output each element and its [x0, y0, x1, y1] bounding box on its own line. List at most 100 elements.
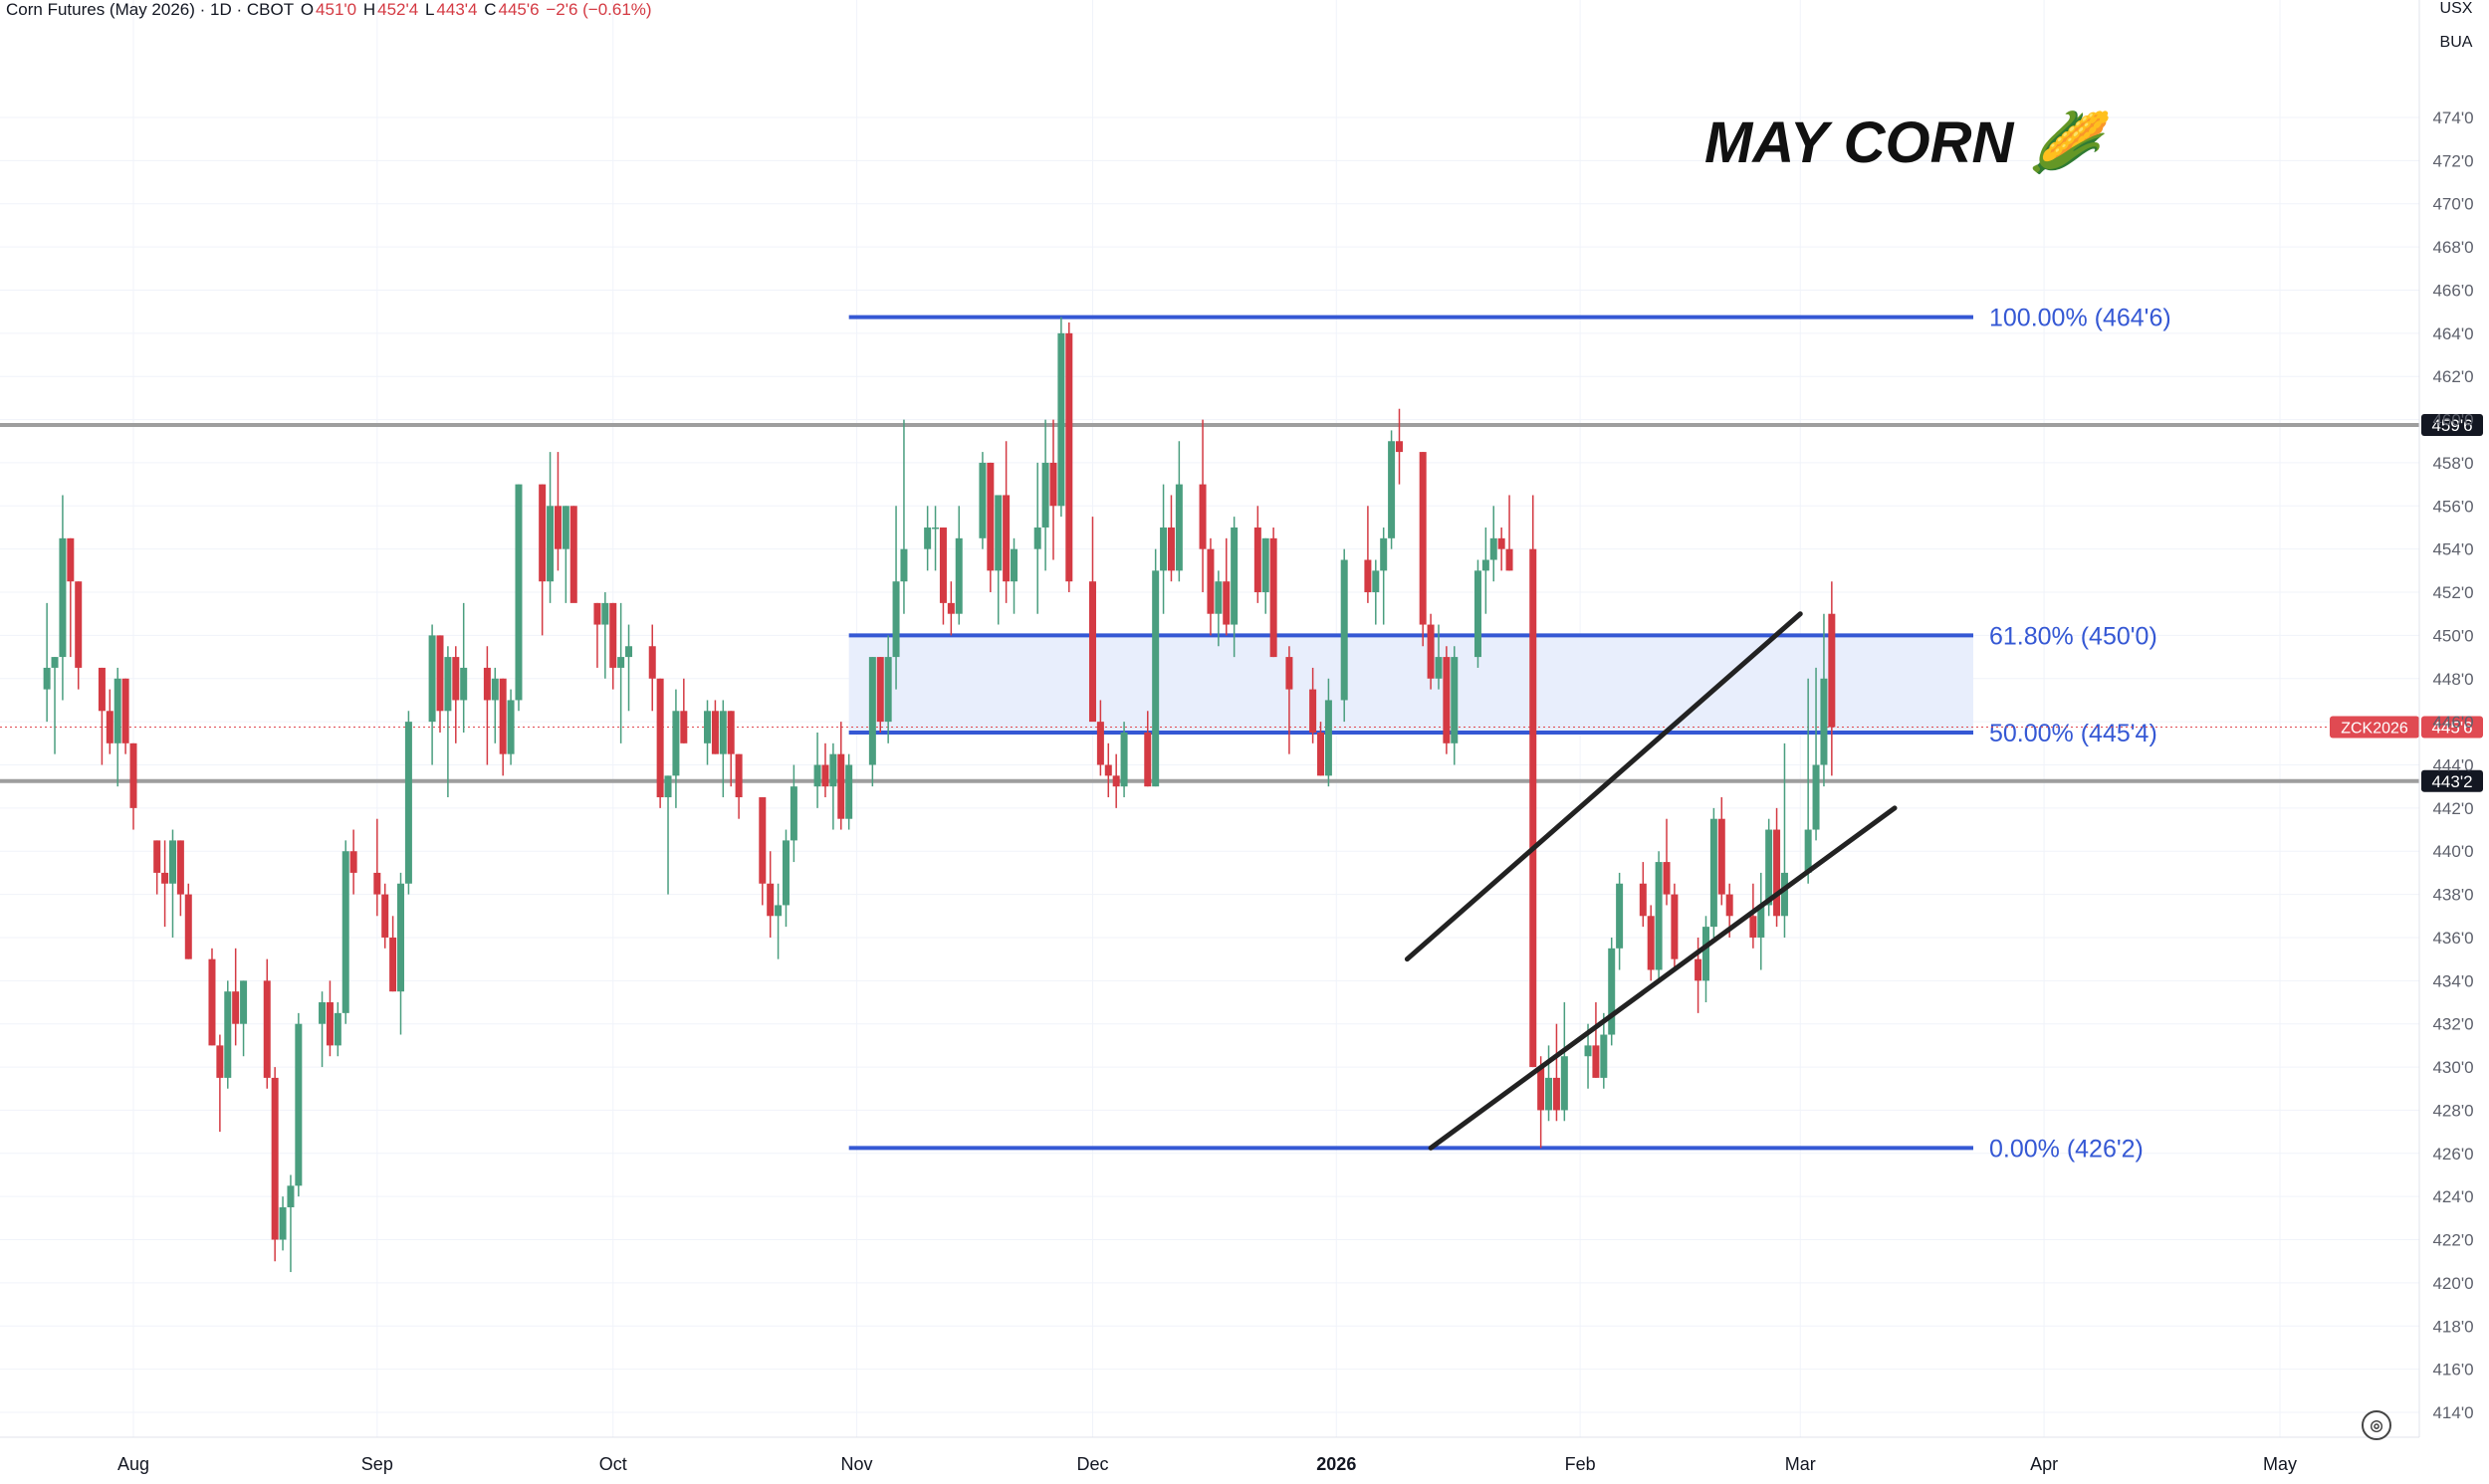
candle-body — [1505, 548, 1513, 571]
candle-body — [373, 872, 381, 895]
candle-body — [507, 700, 515, 754]
time-tick-label: Sep — [361, 1454, 393, 1474]
candle-body — [1655, 862, 1663, 970]
candle-body — [955, 537, 963, 614]
candle — [499, 678, 507, 776]
candle — [987, 462, 995, 593]
candle — [184, 883, 192, 959]
currency-selector[interactable]: USX — [2439, 0, 2473, 17]
price-tick-label: 440'0 — [2432, 842, 2473, 861]
tradingview-logo-icon[interactable]: ◎ — [2362, 1410, 2391, 1440]
candle — [1324, 678, 1332, 787]
candle — [1223, 537, 1231, 636]
candle-body — [767, 883, 775, 917]
candle — [1199, 419, 1207, 593]
candle-body — [224, 991, 232, 1078]
candle-body — [932, 527, 940, 530]
candle — [75, 581, 83, 690]
candle — [1033, 462, 1041, 614]
candle — [947, 581, 955, 636]
time-tick-label: Mar — [1785, 1454, 1816, 1474]
candle — [349, 829, 357, 895]
candle-body — [444, 657, 452, 712]
candle-body — [1725, 894, 1733, 917]
candle-body — [129, 742, 137, 808]
candle-body — [515, 484, 523, 701]
price-tick-label: 438'0 — [2432, 886, 2473, 905]
candle-body — [1765, 829, 1773, 906]
candle — [876, 657, 884, 733]
unit-selector[interactable]: BUA — [2439, 34, 2473, 51]
candle — [161, 840, 169, 928]
candle — [216, 1034, 224, 1133]
horizontal-level-label: 459'6 — [2431, 416, 2472, 435]
symbol-tag — [2330, 716, 2419, 739]
candle-body — [1812, 764, 1820, 830]
candle — [271, 1067, 279, 1262]
candle-body — [67, 537, 75, 582]
candle — [759, 797, 767, 906]
candle-body — [1663, 862, 1671, 895]
candle — [680, 678, 688, 743]
price-tick-label: 414'0 — [2432, 1403, 2473, 1422]
low-value: 443'4 — [436, 0, 478, 19]
candle — [319, 991, 327, 1068]
candle — [397, 872, 405, 1035]
candle-body — [1340, 559, 1348, 701]
candle — [1041, 419, 1049, 571]
candle-body — [1144, 732, 1152, 787]
candle — [1757, 872, 1765, 970]
candle-body — [1560, 1056, 1568, 1111]
candle-body — [98, 667, 106, 712]
candle-body — [326, 1002, 334, 1046]
candle-body — [176, 840, 184, 895]
candle-body — [539, 484, 547, 582]
candle-body — [979, 462, 987, 538]
time-tick-label: Oct — [599, 1454, 627, 1474]
candle — [821, 742, 829, 798]
close-label: C — [484, 0, 497, 19]
price-tick-label: 452'0 — [2432, 583, 2473, 602]
candle-body — [1253, 527, 1261, 593]
symbol-title[interactable]: Corn Futures (May 2026) · 1D · CBOT — [6, 0, 295, 19]
candle-body — [1639, 883, 1647, 917]
candle — [224, 980, 232, 1089]
candle — [1560, 1002, 1568, 1122]
candle — [381, 883, 389, 949]
candle-body — [1828, 613, 1836, 728]
candle — [373, 818, 381, 917]
candle-body — [987, 462, 995, 571]
candle — [1443, 646, 1451, 754]
candle — [263, 958, 271, 1089]
candle — [1655, 851, 1663, 981]
price-tick-label: 460'0 — [2432, 411, 2473, 430]
candle-body — [664, 775, 672, 798]
candle — [1473, 559, 1481, 668]
candle — [1616, 872, 1624, 970]
candle-body — [263, 980, 271, 1078]
candle-body — [295, 1023, 303, 1186]
price-tick-label: 472'0 — [2432, 151, 2473, 170]
price-tick-label: 416'0 — [2432, 1361, 2473, 1379]
candle-body — [491, 678, 499, 701]
candle — [1647, 905, 1655, 981]
candle — [1269, 527, 1277, 658]
fib-level-label: 100.00% (464'6) — [1989, 305, 2171, 332]
candle-body — [759, 797, 767, 884]
price-tick-label: 458'0 — [2432, 454, 2473, 473]
overlay-title: MAY CORN 🌽 — [1704, 110, 2102, 175]
candle — [232, 948, 240, 1046]
candle-body — [1088, 581, 1096, 723]
candle-body — [1160, 527, 1168, 571]
candle — [1701, 916, 1709, 1003]
fibonacci-retracement: 100.00% (464'6) 61.80% (450'0) 50.00% (445… — [848, 305, 2171, 1163]
candle-body — [319, 1002, 327, 1024]
candle — [1552, 1023, 1560, 1122]
price-tick-label: 462'0 — [2432, 367, 2473, 386]
candle — [129, 742, 137, 830]
candle-body — [1717, 818, 1725, 895]
channel-line — [1404, 611, 1803, 962]
candle-body — [704, 711, 712, 743]
